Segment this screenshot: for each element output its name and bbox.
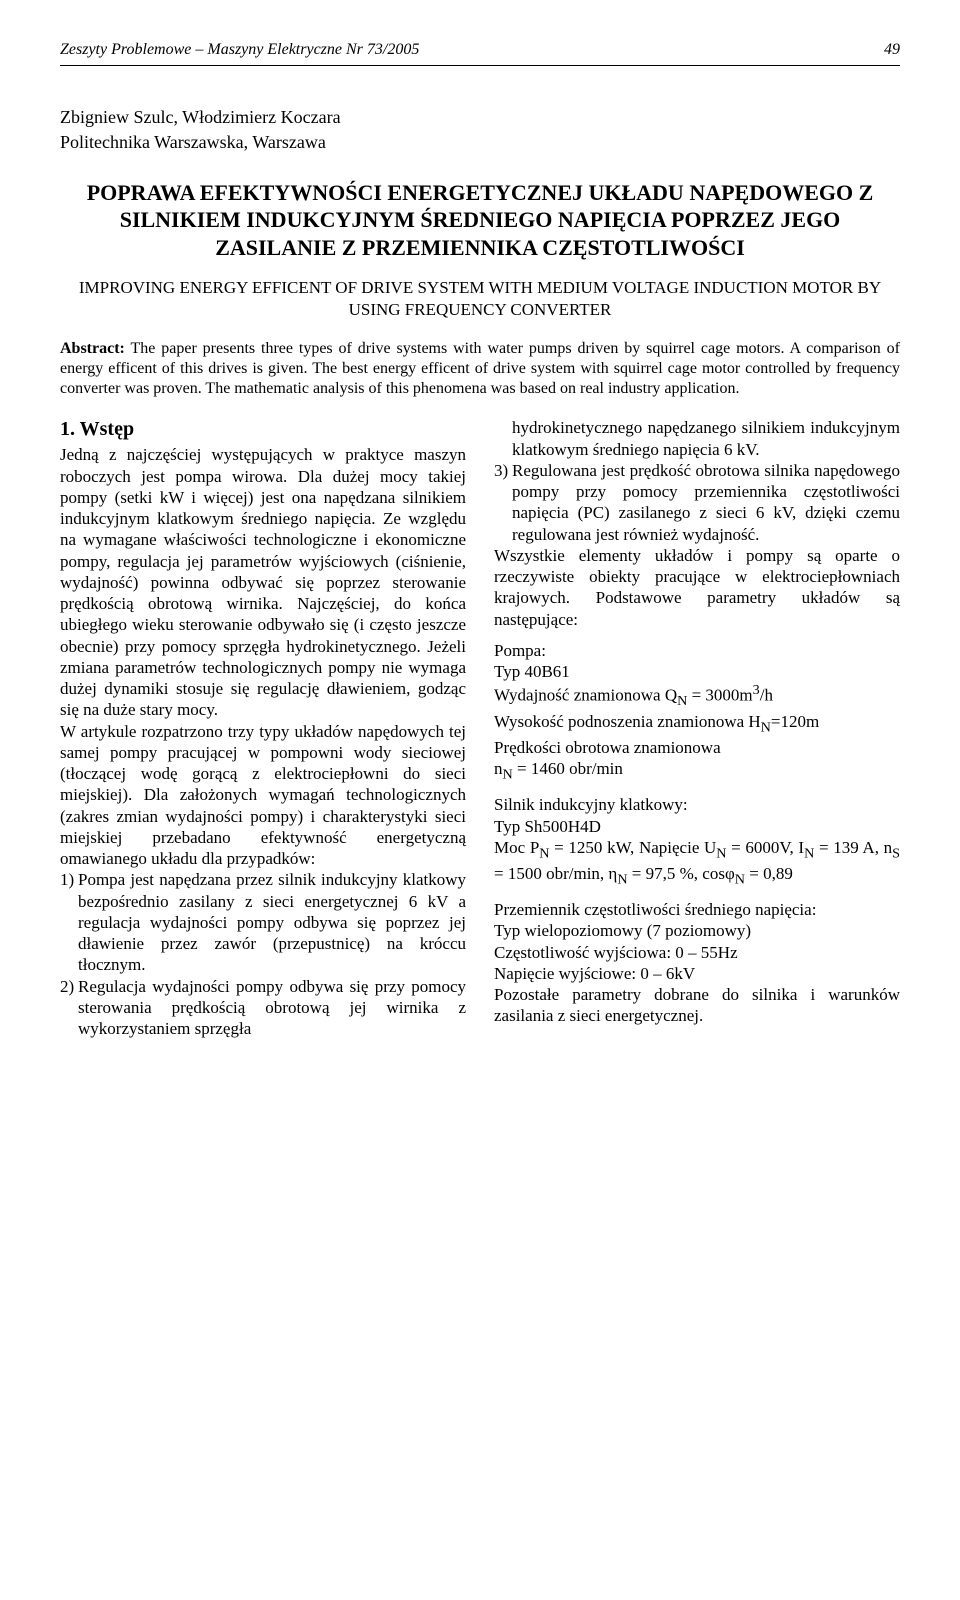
case-item-3: 3) Regulowana jest prędkość obrotowa sil… [494,460,900,545]
intro-para-2: W artykule rozpatrzono trzy typy układów… [60,721,466,870]
pump-title: Pompa: [494,640,900,661]
right-column: hydrokinetycznego napędzanego silnikiem … [494,417,900,1039]
conv-l4: Pozostałe parametry dobrane do silnika i… [494,984,900,1027]
authors: Zbigniew Szulc, Włodzimierz Koczara [60,106,900,129]
pump-h: Wysokość podnoszenia znamionowa HN=120m [494,711,900,737]
case-item-2: 2) Regulacja wydajności pompy odbywa się… [60,976,466,1040]
pump-spec: Pompa: Typ 40B61 Wydajność znamionowa QN… [494,640,900,785]
left-column: 1. Wstęp Jedną z najczęściej występujący… [60,417,466,1039]
motor-type: Typ Sh500H4D [494,816,900,837]
case-2-num: 2) [60,976,78,1040]
pump-type: Typ 40B61 [494,661,900,682]
case-2-text: Regulacja wydajności pompy odbywa się pr… [78,976,466,1040]
case-item-1: 1) Pompa jest napędzana przez silnik ind… [60,869,466,975]
case-3-text: Regulowana jest prędkość obrotowa silnik… [512,460,900,545]
case-2-continuation: hydrokinetycznego napędzanego silnikiem … [494,417,900,460]
running-header: Zeszyty Problemowe – Maszyny Elektryczne… [60,40,900,61]
conv-l1: Typ wielopoziomowy (7 poziomowy) [494,920,900,941]
title-polish: POPRAWA EFEKTYWNOŚCI ENERGETYCZNEJ UKŁAD… [60,179,900,262]
pump-n-label: Prędkości obrotowa znamionowa [494,737,900,758]
affiliation: Politechnika Warszawska, Warszawa [60,131,900,154]
case-1-num: 1) [60,869,78,975]
case-3-num: 3) [494,460,512,545]
title-english: IMPROVING ENERGY EFFICENT OF DRIVE SYSTE… [60,277,900,321]
intro-para-1: Jedną z najczęściej występujących w prak… [60,444,466,720]
pump-q: Wydajność znamionowa QN = 3000m3/h [494,682,900,711]
section-1-head: 1. Wstęp [60,417,466,442]
motor-params: Moc PN = 1250 kW, Napięcie UN = 6000V, I… [494,837,900,889]
motor-spec: Silnik indukcyjny klatkowy: Typ Sh500H4D… [494,794,900,889]
intro-para-3: Wszystkie elementy układów i pompy są op… [494,545,900,630]
motor-title: Silnik indukcyjny klatkowy: [494,794,900,815]
conv-l3: Napięcie wyjściowe: 0 – 6kV [494,963,900,984]
abstract-label: Abstract: [60,340,125,357]
converter-spec: Przemiennik częstotliwości średniego nap… [494,899,900,1027]
page-number: 49 [884,40,900,61]
abstract-text: The paper presents three types of drive … [60,340,900,397]
pump-n: nN = 1460 obr/min [494,758,900,784]
conv-l2: Częstotliwość wyjściowa: 0 – 55Hz [494,942,900,963]
header-rule [60,65,900,66]
conv-title: Przemiennik częstotliwości średniego nap… [494,899,900,920]
abstract: Abstract: The paper presents three types… [60,339,900,399]
journal-name: Zeszyty Problemowe – Maszyny Elektryczne… [60,40,419,61]
case-1-text: Pompa jest napędzana przez silnik indukc… [78,869,466,975]
body-columns: 1. Wstęp Jedną z najczęściej występujący… [60,417,900,1039]
